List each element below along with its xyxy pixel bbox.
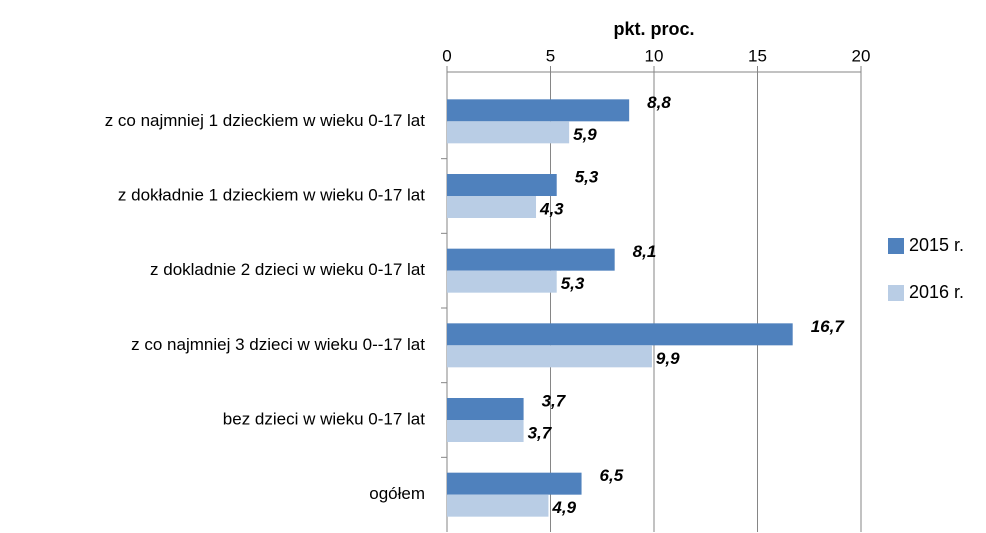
y-tick-label: z dokladnie 2 dzieci w wieku 0-17 lat — [150, 260, 425, 279]
legend-swatch — [888, 285, 904, 301]
value-label: 8,8 — [647, 93, 671, 112]
x-tick-label: 5 — [546, 46, 555, 65]
value-label: 4,9 — [551, 498, 576, 517]
x-tick-label: 20 — [852, 46, 871, 65]
bar — [447, 121, 570, 144]
y-tick-label: z co najmniej 1 dzieckiem w wieku 0-17 l… — [105, 111, 426, 130]
value-label: 16,7 — [811, 317, 846, 336]
value-label: 3,7 — [528, 423, 553, 442]
bar — [447, 398, 524, 420]
x-tick-label: 15 — [748, 46, 767, 65]
value-label: 9,9 — [656, 349, 680, 368]
bar — [447, 494, 549, 517]
value-label: 6,5 — [600, 466, 624, 485]
axis-title: pkt. proc. — [613, 19, 694, 39]
y-tick-label: z co najmniej 3 dzieci w wieku 0--17 lat — [131, 335, 425, 354]
value-label: 5,9 — [573, 125, 597, 144]
legend-label: 2015 r. — [909, 235, 964, 255]
y-tick-label: ogółem — [369, 484, 425, 503]
value-label: 8,1 — [633, 242, 657, 261]
y-tick-label: bez dzieci w wieku 0-17 lat — [223, 409, 425, 428]
x-tick-label: 0 — [442, 46, 451, 65]
bar — [447, 196, 537, 218]
legend-swatch — [888, 238, 904, 254]
bar — [447, 248, 615, 271]
bar — [447, 99, 630, 122]
value-label: 5,3 — [561, 274, 585, 293]
bar — [447, 472, 582, 495]
bar — [447, 174, 557, 196]
bar — [447, 270, 557, 293]
x-tick-label: 10 — [645, 46, 664, 65]
bar — [447, 345, 652, 368]
bar — [447, 323, 793, 346]
value-label: 5,3 — [575, 167, 599, 186]
bar — [447, 420, 524, 442]
value-label: 4,3 — [539, 199, 564, 218]
legend-label: 2016 r. — [909, 282, 964, 302]
value-label: 3,7 — [542, 391, 567, 410]
y-tick-label: z dokładnie 1 dzieckiem w wieku 0-17 lat — [118, 185, 425, 204]
